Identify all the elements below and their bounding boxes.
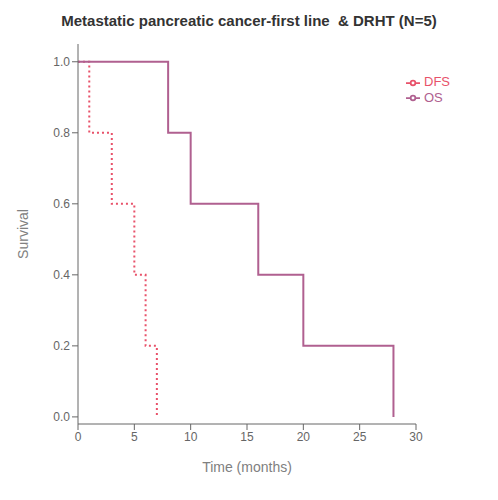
svg-text:15: 15 — [240, 430, 254, 444]
svg-text:0.4: 0.4 — [53, 268, 70, 282]
svg-text:20: 20 — [297, 430, 311, 444]
svg-text:25: 25 — [353, 430, 367, 444]
svg-text:Survival: Survival — [15, 209, 31, 259]
html-text:OS: OS — [424, 89, 443, 105]
svg-text:0.6: 0.6 — [53, 197, 70, 211]
svg-text:10: 10 — [184, 430, 198, 444]
html-text:Metastatic pancreatic cancer-f: Metastatic pancreatic cancer-first line … — [61, 12, 437, 29]
svg-text:0: 0 — [75, 430, 82, 444]
html-text:DFS: DFS — [424, 74, 450, 89]
svg-text:0.2: 0.2 — [53, 339, 70, 353]
svg-text:30: 30 — [409, 430, 423, 444]
svg-text:1.0: 1.0 — [53, 55, 70, 69]
svg-text:0.0: 0.0 — [53, 410, 70, 424]
svg-text:5: 5 — [131, 430, 138, 444]
svg-text:Time (months): Time (months) — [202, 459, 292, 475]
svg-text:0.8: 0.8 — [53, 126, 70, 140]
